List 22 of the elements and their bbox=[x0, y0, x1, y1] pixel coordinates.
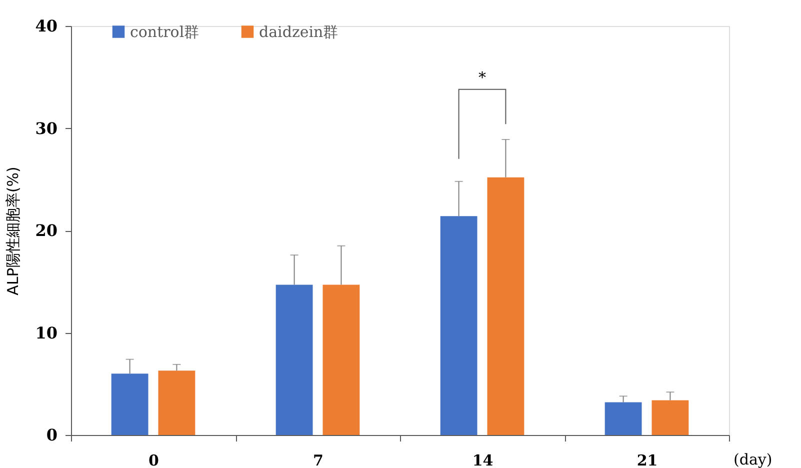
bar bbox=[487, 177, 524, 435]
y-tick-label: 0 bbox=[46, 426, 58, 444]
y-axis-title: ALP陽性細胞率(%) bbox=[4, 166, 22, 296]
legend-label: control群 bbox=[130, 22, 200, 41]
x-tick-label: 7 bbox=[313, 452, 324, 468]
bar bbox=[158, 370, 196, 435]
bar bbox=[604, 402, 642, 435]
x-tick-label: 14 bbox=[472, 452, 494, 468]
y-tick-label: 10 bbox=[35, 323, 58, 342]
y-tick-label: 30 bbox=[35, 118, 58, 138]
bar bbox=[111, 374, 148, 435]
bar bbox=[440, 216, 478, 435]
x-axis-title: (day) bbox=[734, 450, 772, 468]
annotation: * bbox=[478, 68, 486, 86]
y-tick-label: 20 bbox=[35, 221, 58, 240]
x-tick-label: 0 bbox=[148, 452, 159, 468]
legend-label: daidzein群 bbox=[259, 22, 338, 41]
bar bbox=[652, 400, 689, 435]
x-tick-label: 21 bbox=[636, 452, 658, 468]
bar bbox=[276, 284, 313, 435]
y-tick-label: 40 bbox=[35, 16, 58, 36]
bar bbox=[322, 284, 360, 435]
